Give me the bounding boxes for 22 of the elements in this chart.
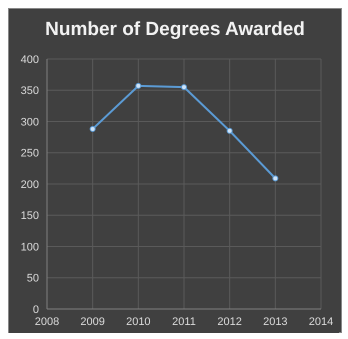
x-tick-label: 2008 [34,316,60,328]
x-tick-label: 2013 [263,316,288,328]
y-tick-label: 200 [20,178,39,191]
y-tick-label: 400 [20,54,39,66]
point [181,84,187,90]
chart-title: Number of Degrees Awarded [44,18,306,42]
x-tick-label: 2010 [126,316,151,328]
y-tick-label: 50 [26,272,39,285]
x-tick-label: 2009 [80,316,105,328]
x-tick-label: 2014 [308,316,334,328]
y-tick-label: 100 [20,241,39,254]
x-tick-label: 2011 [172,316,196,328]
y-tick-label: 350 [20,85,39,98]
y-tick-label: 150 [20,210,39,222]
point [272,175,278,182]
x-tick-label: 2012 [217,316,242,328]
y-tick-label: 300 [20,116,39,128]
y-tick-label: 250 [20,148,39,160]
y-tick-label: 0 [32,304,39,316]
point [135,82,142,89]
point [90,126,96,132]
point [226,128,233,134]
